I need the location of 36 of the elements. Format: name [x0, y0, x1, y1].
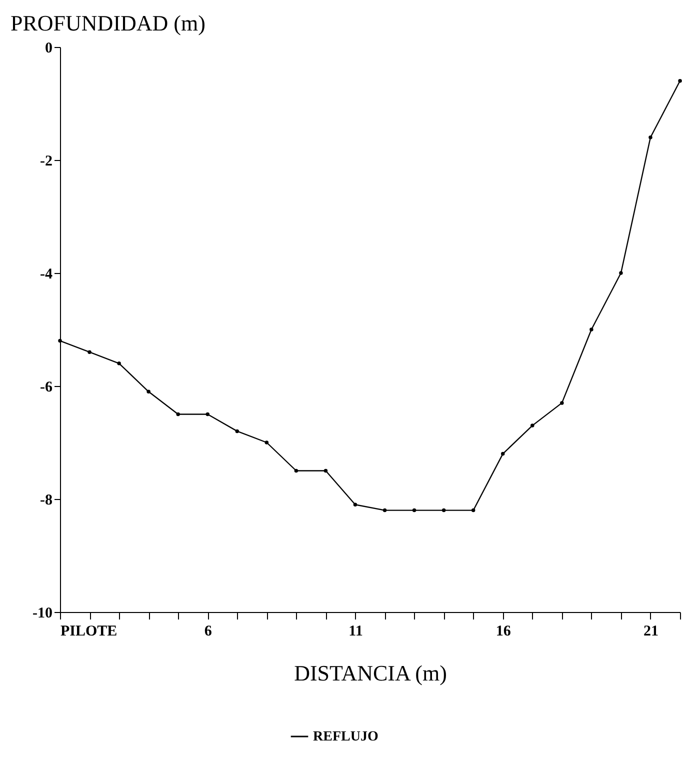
point — [442, 508, 446, 512]
x-tick-label: 16 — [496, 624, 512, 640]
y-tick-label: -8 — [40, 492, 52, 508]
point — [88, 350, 92, 354]
y-tick-label: -2 — [40, 154, 52, 170]
x-tick-label: 21 — [643, 624, 658, 640]
point — [264, 440, 269, 444]
point — [176, 412, 180, 416]
point — [206, 412, 210, 416]
point — [117, 362, 121, 366]
point — [560, 401, 564, 405]
point — [58, 338, 62, 343]
y-tick-label: -6 — [40, 380, 53, 396]
point — [590, 328, 594, 332]
point — [530, 424, 534, 428]
point — [471, 508, 476, 512]
point — [619, 271, 623, 275]
x-tick-label: PILOTE — [60, 624, 118, 640]
y-axis-title: PROFUNDIDAD (m) — [10, 10, 206, 36]
legend-label: REFLUJO — [313, 730, 378, 744]
y-tick-label: 0 — [45, 40, 52, 56]
point — [324, 468, 328, 473]
point — [412, 508, 416, 512]
x-tick-label: 6 — [204, 624, 212, 640]
point — [678, 79, 682, 83]
point — [648, 136, 652, 140]
point — [382, 508, 387, 512]
point — [235, 429, 240, 434]
point — [500, 452, 505, 456]
point — [146, 390, 150, 394]
y-tick-label: -10 — [32, 606, 52, 622]
x-tick-label: 11 — [348, 624, 363, 640]
point — [294, 468, 298, 473]
point — [353, 502, 358, 507]
y-tick-label: -4 — [40, 266, 53, 282]
x-axis-title: DISTANCIA (m) — [294, 660, 447, 686]
